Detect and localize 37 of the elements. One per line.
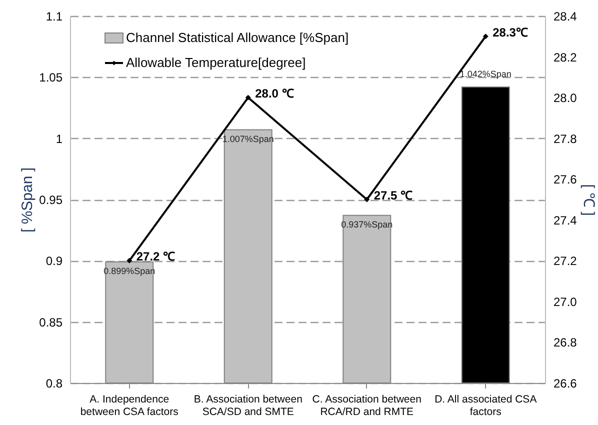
data-label: 27.5 ℃: [374, 188, 413, 202]
y-axis-title: [ %Span ]: [19, 167, 36, 233]
y2-tick-label: 26.6: [554, 376, 578, 390]
data-label: 0.937%Span: [341, 219, 393, 230]
x-tick-label: C. Association between RCA/RD and RMTE: [312, 394, 422, 418]
y2-tick-label: 28.0: [554, 91, 578, 106]
point: [482, 34, 488, 40]
data-label: 1.007%Span: [222, 134, 274, 144]
y2-tick-label: 28.2: [554, 50, 578, 64]
y2-tick-label: 27.8: [554, 132, 578, 146]
point: [245, 94, 251, 100]
legend-label: Allowable Temperature[degree]: [126, 55, 306, 70]
data-label: 27.2 ℃: [136, 250, 176, 264]
y-tick-label: 1: [56, 132, 63, 146]
y-tick-label: 1.1: [46, 10, 63, 24]
y-tick-label: 0.9: [46, 254, 63, 268]
y2-tick-label: 27.0: [554, 294, 578, 309]
x-tick-label: B. Association between SCA/SD and SMTE: [194, 394, 303, 418]
y2-tick-label: 28.4: [554, 10, 578, 24]
y2-tick-label: 26.8: [554, 336, 578, 350]
point: [364, 196, 370, 202]
y-tick-label: 0.8: [46, 376, 63, 390]
y2-axis-title: [ ℃ ]: [580, 184, 597, 216]
x-tick-label: A. Independence between CSA factors: [80, 394, 178, 418]
y2-tick-label: 27.6: [554, 172, 578, 187]
legend-label: Channel Statistical Allowance [%Span]: [126, 30, 349, 45]
data-label: 28.0 ℃: [255, 86, 294, 101]
data-label: 0.899%Span: [104, 266, 156, 276]
y-tick-label: 0.95: [39, 193, 63, 207]
y-tick-label: 1.05: [39, 70, 63, 85]
data-label: 28.3℃: [492, 25, 528, 40]
point: [126, 258, 132, 264]
y2-tick-label: 27.2: [554, 254, 578, 268]
y2-tick-label: 27.4: [554, 213, 578, 228]
y-tick-label: 0.85: [39, 315, 63, 330]
data-label: 1.042%Span: [460, 68, 512, 79]
x-tick-label: D. All associated CSA factors: [434, 394, 537, 418]
